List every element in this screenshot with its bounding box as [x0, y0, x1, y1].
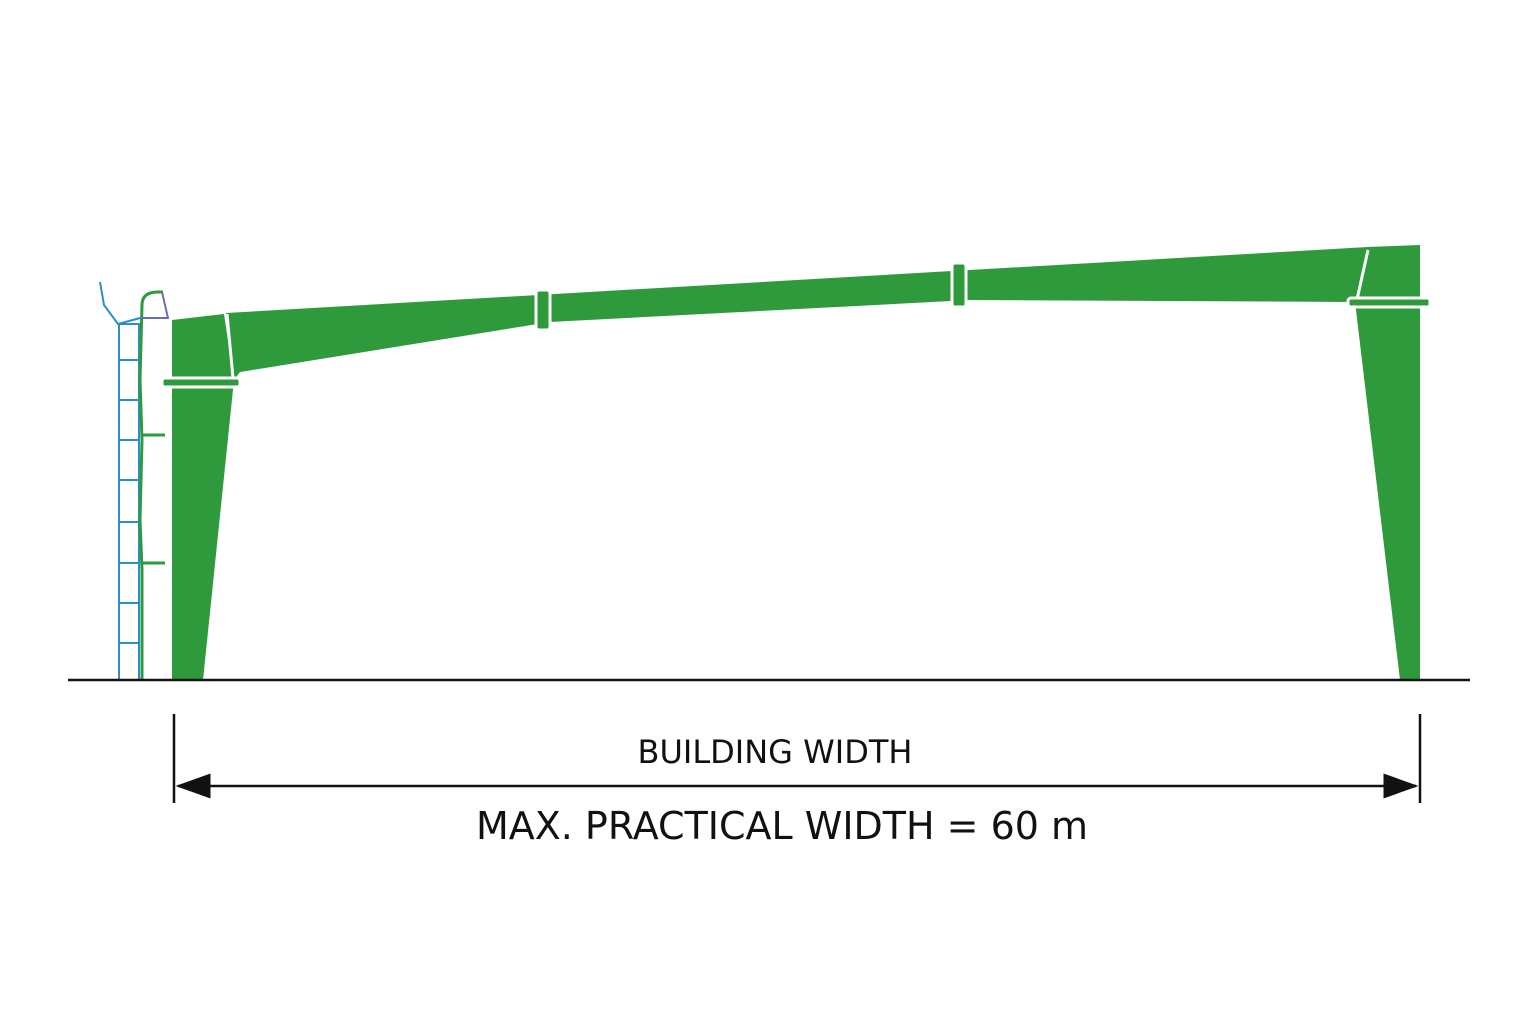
dimension-note: MAX. PRACTICAL WIDTH = 60 m — [476, 804, 1088, 848]
portal-frame — [172, 245, 1420, 680]
downpipe — [138, 290, 170, 680]
dimension-label: BUILDING WIDTH — [638, 733, 913, 771]
frame-details — [160, 249, 1432, 389]
